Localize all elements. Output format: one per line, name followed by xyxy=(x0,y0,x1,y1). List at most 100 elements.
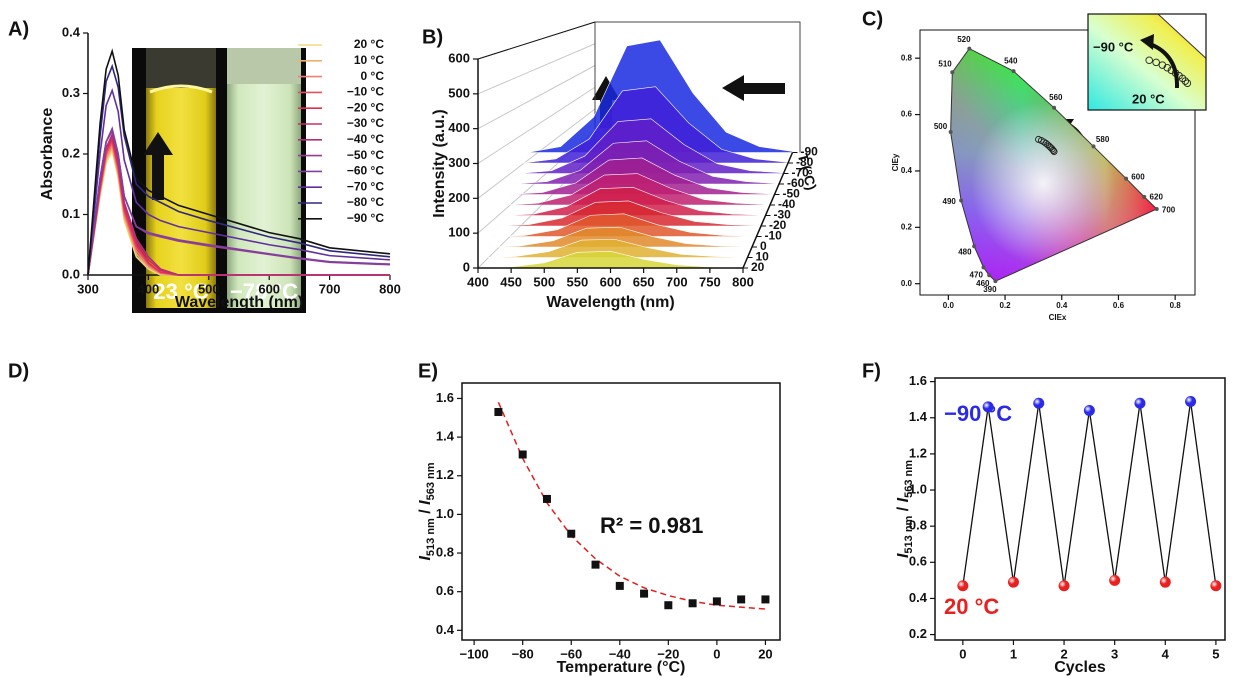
grid-line xyxy=(477,86,596,164)
spectrum-line xyxy=(87,132,390,276)
inset-label: −90 °C xyxy=(1093,39,1134,54)
spectrum-line xyxy=(87,48,391,276)
y-tick-label: 0.0 xyxy=(901,279,913,288)
locus-label: 700 xyxy=(1162,206,1176,215)
z-tick-label: -10 xyxy=(765,229,783,243)
photo-label: 23 °C xyxy=(153,279,208,304)
y-axis-label-part: 513 nm xyxy=(425,518,437,556)
y-tick-label: 0.8 xyxy=(436,544,454,559)
cycle-point xyxy=(957,580,969,592)
locus-label: 490 xyxy=(943,197,957,206)
y-tick-label: 600 xyxy=(448,50,470,65)
z-tick-label: -20 xyxy=(769,218,787,232)
panel-label: D) xyxy=(8,360,29,382)
data-point xyxy=(591,560,600,569)
y-tick-label: 0.2 xyxy=(901,222,913,231)
z-axis xyxy=(742,152,794,269)
z-tick-label: 10 xyxy=(756,250,770,264)
locus-label: 390 xyxy=(983,285,997,294)
inset-point xyxy=(1152,58,1160,67)
locus-point xyxy=(1142,194,1147,199)
panel-label: C) xyxy=(862,8,883,30)
x-tick-label: 3 xyxy=(1111,646,1118,661)
x-tick-label: 0.8 xyxy=(1170,301,1182,310)
y-tick-label: 300 xyxy=(448,155,470,170)
cycle-point xyxy=(982,401,994,413)
locus-point xyxy=(1124,176,1129,181)
data-point xyxy=(567,529,576,538)
y-tick-label: 0.6 xyxy=(909,554,927,569)
x-tick-label: 450 xyxy=(500,274,522,289)
y-axis-label-part: / xyxy=(895,502,912,515)
x-tick-label: 0.0 xyxy=(943,301,955,310)
locus-point xyxy=(948,130,953,135)
locus-point xyxy=(1154,207,1159,212)
data-point xyxy=(712,597,721,606)
x-tick-label: 0 xyxy=(959,646,966,661)
cycle-point xyxy=(1033,397,1045,409)
x-tick-label: −80 xyxy=(512,646,534,661)
locus-point xyxy=(950,70,955,75)
cie-point xyxy=(1049,146,1057,154)
z-tick-label: -40 xyxy=(778,197,796,211)
panel-label: B) xyxy=(422,26,443,48)
photo-label: −78 °C xyxy=(230,279,298,304)
locus-point xyxy=(967,46,972,51)
data-point xyxy=(737,595,746,604)
plot-frame xyxy=(919,29,1196,296)
y-axis-label-part: I xyxy=(417,556,434,561)
spectrum-area xyxy=(477,250,744,269)
x-tick-label: 2 xyxy=(1060,646,1067,661)
inset-arrow-head xyxy=(1140,34,1154,50)
x-axis-label: Temperature (°C) xyxy=(557,659,686,676)
inset-arrow xyxy=(1149,42,1180,89)
legend-label: −80 °C xyxy=(347,195,384,209)
y-tick-label: 200 xyxy=(448,190,470,205)
z-tick-label: -80 xyxy=(796,155,814,169)
z-tick-label: -30 xyxy=(774,208,792,222)
back-wall xyxy=(594,21,801,153)
locus-point xyxy=(1052,105,1057,110)
z-tick-label: -70 xyxy=(792,166,810,180)
y-tick-label: 0.4 xyxy=(436,622,455,637)
y-tick-label: 500 xyxy=(448,85,470,100)
x-tick-label: −20 xyxy=(657,646,679,661)
locus-label: 620 xyxy=(1150,193,1164,202)
plot-frame xyxy=(934,377,1226,641)
panel-label: A) xyxy=(8,18,29,40)
y-axis-label-part: 563 nm xyxy=(425,462,437,500)
locus-point xyxy=(1011,69,1016,74)
x-tick-label: 0.4 xyxy=(1056,301,1068,310)
cie-point xyxy=(1050,148,1058,155)
data-point xyxy=(761,595,770,604)
x-tick-label: 5 xyxy=(1212,646,1219,661)
y-axis-label-part: / xyxy=(417,505,434,518)
photo: 23 °C −78 °C xyxy=(132,48,306,313)
data-point xyxy=(664,601,673,610)
y-tick-label: 0.6 xyxy=(901,110,913,119)
y-tick-label: 0.4 xyxy=(901,166,913,175)
data-point xyxy=(688,599,697,608)
y-tick-label: 1.0 xyxy=(909,481,927,496)
legend-label: −70 °C xyxy=(347,179,384,193)
x-tick-label: 500 xyxy=(533,274,555,289)
plot-frame xyxy=(461,382,781,641)
x-axis-label: Cycles xyxy=(1054,659,1106,676)
cuvette-cap xyxy=(146,48,216,88)
y-tick-label: 0.1 xyxy=(62,206,80,221)
grid-line xyxy=(477,108,596,199)
y-axis-label: I513 nm / I563 nm xyxy=(417,462,437,560)
y-axis-label: Intensity (a.u.) xyxy=(431,109,448,217)
arrow xyxy=(143,132,173,200)
locus-label: 580 xyxy=(1096,135,1110,144)
panel-label: E) xyxy=(418,360,438,382)
cuvette-right xyxy=(227,48,301,308)
locus-label: 480 xyxy=(958,248,972,257)
y-axis-label-part: I xyxy=(895,497,912,502)
locus-point xyxy=(987,273,992,278)
cycle-point xyxy=(1109,574,1121,586)
y-tick-label: 0.0 xyxy=(62,266,80,281)
cycle-line xyxy=(962,401,1217,586)
legend-label: 20 °C xyxy=(354,37,384,51)
inset-label: 20 °C xyxy=(1132,91,1165,106)
